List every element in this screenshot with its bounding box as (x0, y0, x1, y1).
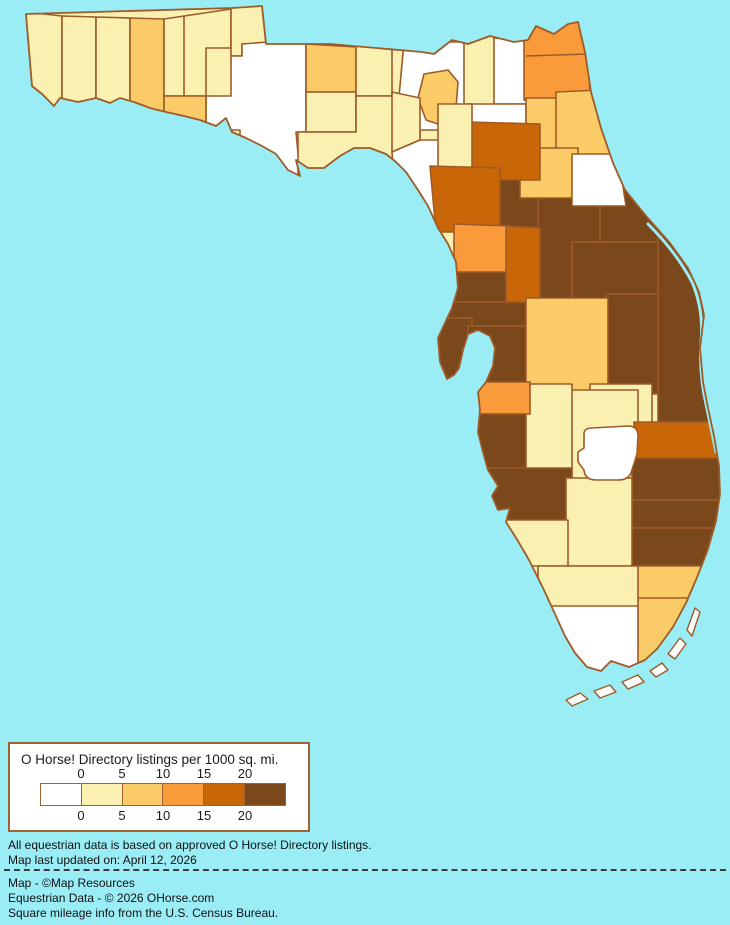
legend-swatch-3 (162, 783, 205, 806)
county-region-31 (437, 103, 473, 171)
florida-map-svg (25, 5, 721, 707)
legend-tick-top-2: 10 (155, 766, 171, 781)
footnote-data-source: All equestrian data is based on approved… (8, 838, 372, 852)
legend-tick-bottom-2: 10 (155, 808, 171, 823)
county-region-47 (631, 457, 720, 501)
credit-census: Square mileage info from the U.S. Census… (8, 906, 279, 920)
county-divider-lines (183, 16, 712, 599)
legend-swatch-0 (40, 783, 82, 806)
county-region-51 (565, 477, 633, 567)
legend-swatch-5 (244, 783, 286, 806)
florida-keys-island-2 (621, 674, 645, 690)
legend-tick-bottom-3: 15 (196, 808, 212, 823)
legend-tick-top-3: 15 (196, 766, 212, 781)
legend-swatch-2 (121, 783, 164, 806)
florida-keys-island-3 (649, 662, 669, 678)
florida-keys-island-0 (565, 692, 589, 707)
legend-tick-bottom-4: 20 (237, 808, 253, 823)
florida-keys-island-5 (686, 607, 701, 637)
county-region-16 (463, 35, 497, 109)
coastline (25, 5, 721, 672)
county-region-39 (525, 297, 609, 397)
florida-keys-island-4 (667, 637, 687, 660)
county-region-25 (571, 241, 663, 301)
legend-tick-top-1: 5 (118, 766, 126, 781)
legend-tick-top-0: 0 (77, 766, 85, 781)
county-region-26 (605, 293, 663, 395)
legend-swatch-1 (80, 783, 123, 806)
legend-tick-top-4: 20 (237, 766, 253, 781)
legend-tick-bottom-0: 0 (77, 808, 85, 823)
map-legend: O Horse! Directory listings per 1000 sq.… (8, 742, 310, 832)
footnote-updated: Map last updated on: April 12, 2026 (8, 853, 197, 867)
county-region-29 (571, 153, 627, 207)
legend-tick-bottom-1: 5 (118, 808, 126, 823)
credit-map: Map - ©Map Resources (8, 876, 135, 890)
county-region-9 (305, 91, 357, 133)
county-region-35 (451, 271, 507, 305)
legend-color-bar (40, 783, 286, 806)
lake-okeechobee (577, 425, 639, 481)
county-region-8 (305, 43, 357, 93)
dashed-separator (4, 869, 726, 871)
florida-keys-island-1 (593, 684, 617, 699)
county-region-48 (631, 499, 720, 529)
county-region-32 (429, 165, 501, 233)
county-region-33 (453, 223, 511, 275)
legend-swatch-4 (203, 783, 246, 806)
legend-title: O Horse! Directory listings per 1000 sq.… (21, 752, 279, 767)
florida-county-map (25, 5, 721, 707)
credit-data: Equestrian Data - © 2026 OHorse.com (8, 891, 215, 905)
county-region-1 (61, 15, 97, 113)
